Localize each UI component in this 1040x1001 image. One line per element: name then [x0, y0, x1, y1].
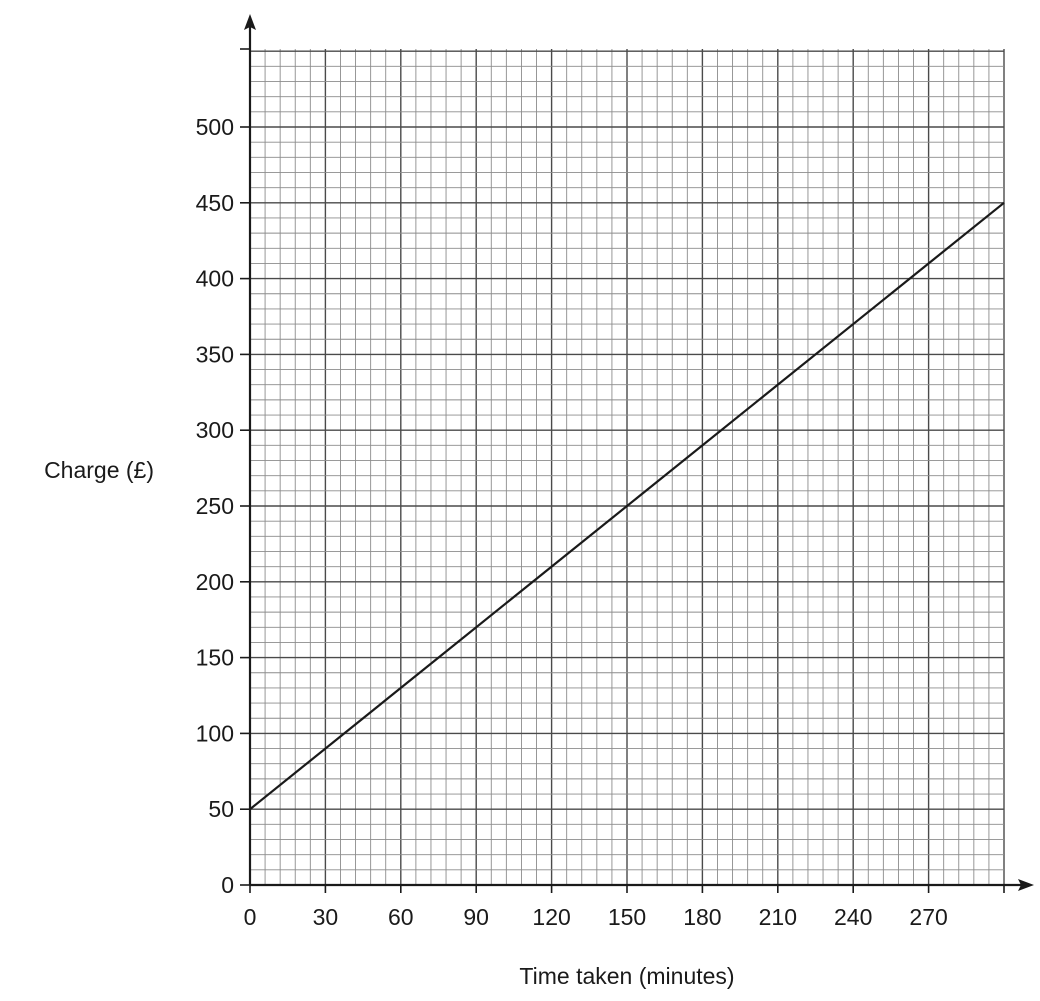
y-tick-label: 250: [196, 493, 234, 519]
x-tick-label: 90: [463, 904, 489, 930]
x-tick-label: 270: [909, 904, 947, 930]
x-tick-label: 60: [388, 904, 414, 930]
x-tick-label: 30: [313, 904, 339, 930]
y-axis-title: Charge (£): [44, 457, 154, 483]
y-tick-label: 50: [208, 796, 234, 822]
y-tick-label: 0: [221, 872, 234, 898]
y-tick-label: 450: [196, 190, 234, 216]
y-tick-label: 350: [196, 341, 234, 367]
grid: [249, 49, 1005, 886]
y-tick-label: 100: [196, 720, 234, 746]
x-tick-label: 180: [683, 904, 721, 930]
x-tick-label: 120: [532, 904, 570, 930]
x-tick-label: 0: [244, 904, 257, 930]
x-tick-label: 150: [608, 904, 646, 930]
series-line: [249, 201, 1005, 811]
x-tick-label: 240: [834, 904, 872, 930]
axes: [244, 14, 1034, 891]
y-axis-arrowhead: [244, 14, 256, 30]
x-tick-label: 210: [759, 904, 797, 930]
x-axis-arrowhead: [1018, 879, 1034, 891]
y-tick-label: 200: [196, 569, 234, 595]
ticks: 0 30 60 90 120 150 180 210 240 270 0 50 100 150 200 250…: [196, 48, 1005, 930]
x-axis-title: Time taken (minutes): [519, 963, 734, 989]
y-tick-label: 300: [196, 417, 234, 443]
y-tick-label: 500: [196, 114, 234, 140]
series: [249, 201, 1005, 811]
y-tick-label: 400: [196, 266, 234, 292]
y-tick-label: 150: [196, 645, 234, 671]
